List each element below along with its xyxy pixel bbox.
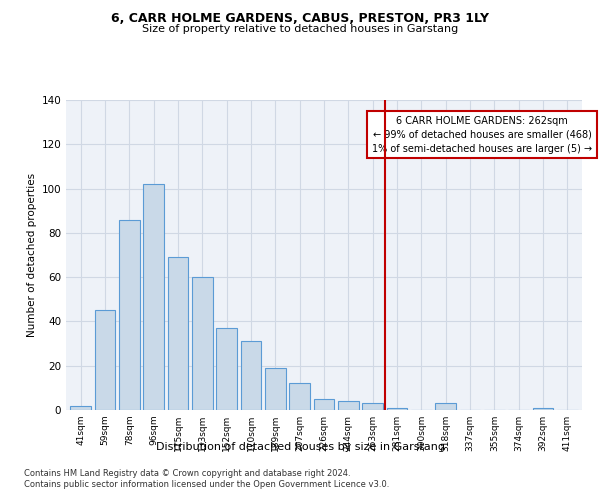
Bar [338, 401, 359, 410]
Text: Contains HM Land Registry data © Crown copyright and database right 2024.: Contains HM Land Registry data © Crown c… [24, 468, 350, 477]
Bar [289, 384, 310, 410]
Bar [216, 328, 237, 410]
Bar [314, 399, 334, 410]
Bar [70, 406, 91, 410]
Bar [192, 277, 212, 410]
Text: 6, CARR HOLME GARDENS, CABUS, PRESTON, PR3 1LY: 6, CARR HOLME GARDENS, CABUS, PRESTON, P… [111, 12, 489, 26]
Bar [436, 404, 456, 410]
Text: Distribution of detached houses by size in Garstang: Distribution of detached houses by size … [155, 442, 445, 452]
Bar [119, 220, 140, 410]
Text: Size of property relative to detached houses in Garstang: Size of property relative to detached ho… [142, 24, 458, 34]
Bar [95, 310, 115, 410]
Bar [362, 404, 383, 410]
Text: 6 CARR HOLME GARDENS: 262sqm
← 99% of detached houses are smaller (468)
1% of se: 6 CARR HOLME GARDENS: 262sqm ← 99% of de… [372, 116, 592, 154]
Bar [265, 368, 286, 410]
Bar [143, 184, 164, 410]
Bar [386, 408, 407, 410]
Bar [533, 408, 553, 410]
Bar [241, 342, 262, 410]
Y-axis label: Number of detached properties: Number of detached properties [27, 173, 37, 337]
Text: Contains public sector information licensed under the Open Government Licence v3: Contains public sector information licen… [24, 480, 389, 489]
Bar [167, 257, 188, 410]
